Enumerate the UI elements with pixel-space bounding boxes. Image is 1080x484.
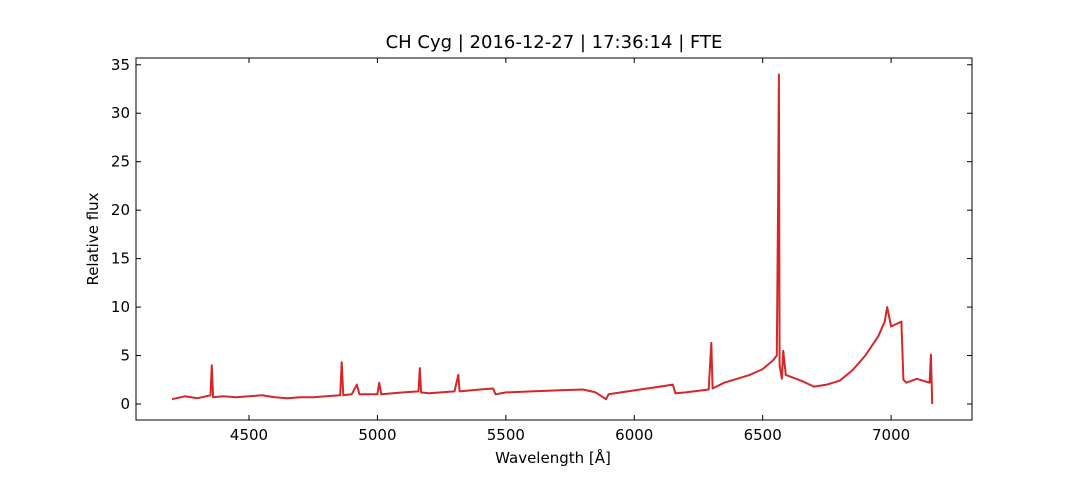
y-tick-label: 30	[111, 104, 130, 122]
y-tick-label: 15	[111, 250, 130, 268]
y-tick-label: 5	[120, 347, 130, 365]
y-tick-label: 0	[120, 395, 130, 413]
plot-frame	[135, 57, 973, 421]
y-tick-label: 10	[111, 298, 130, 316]
y-axis-label: Relative flux	[84, 192, 102, 285]
spectrum-line	[171, 73, 934, 405]
x-tick-label: 5000	[358, 426, 396, 444]
x-tick-label: 7000	[872, 426, 910, 444]
y-tick-label: 25	[111, 153, 130, 171]
x-tick-label: 5500	[487, 426, 525, 444]
x-axis-label: Wavelength [Å]	[495, 448, 611, 467]
x-tick-label: 4500	[230, 426, 268, 444]
y-tick-label: 35	[111, 56, 130, 74]
chart-title: CH Cyg | 2016-12-27 | 17:36:14 | FTE	[386, 32, 723, 53]
y-tick-label: 20	[111, 201, 130, 219]
x-tick-label: 6500	[744, 426, 782, 444]
x-tick-label: 6000	[615, 426, 653, 444]
